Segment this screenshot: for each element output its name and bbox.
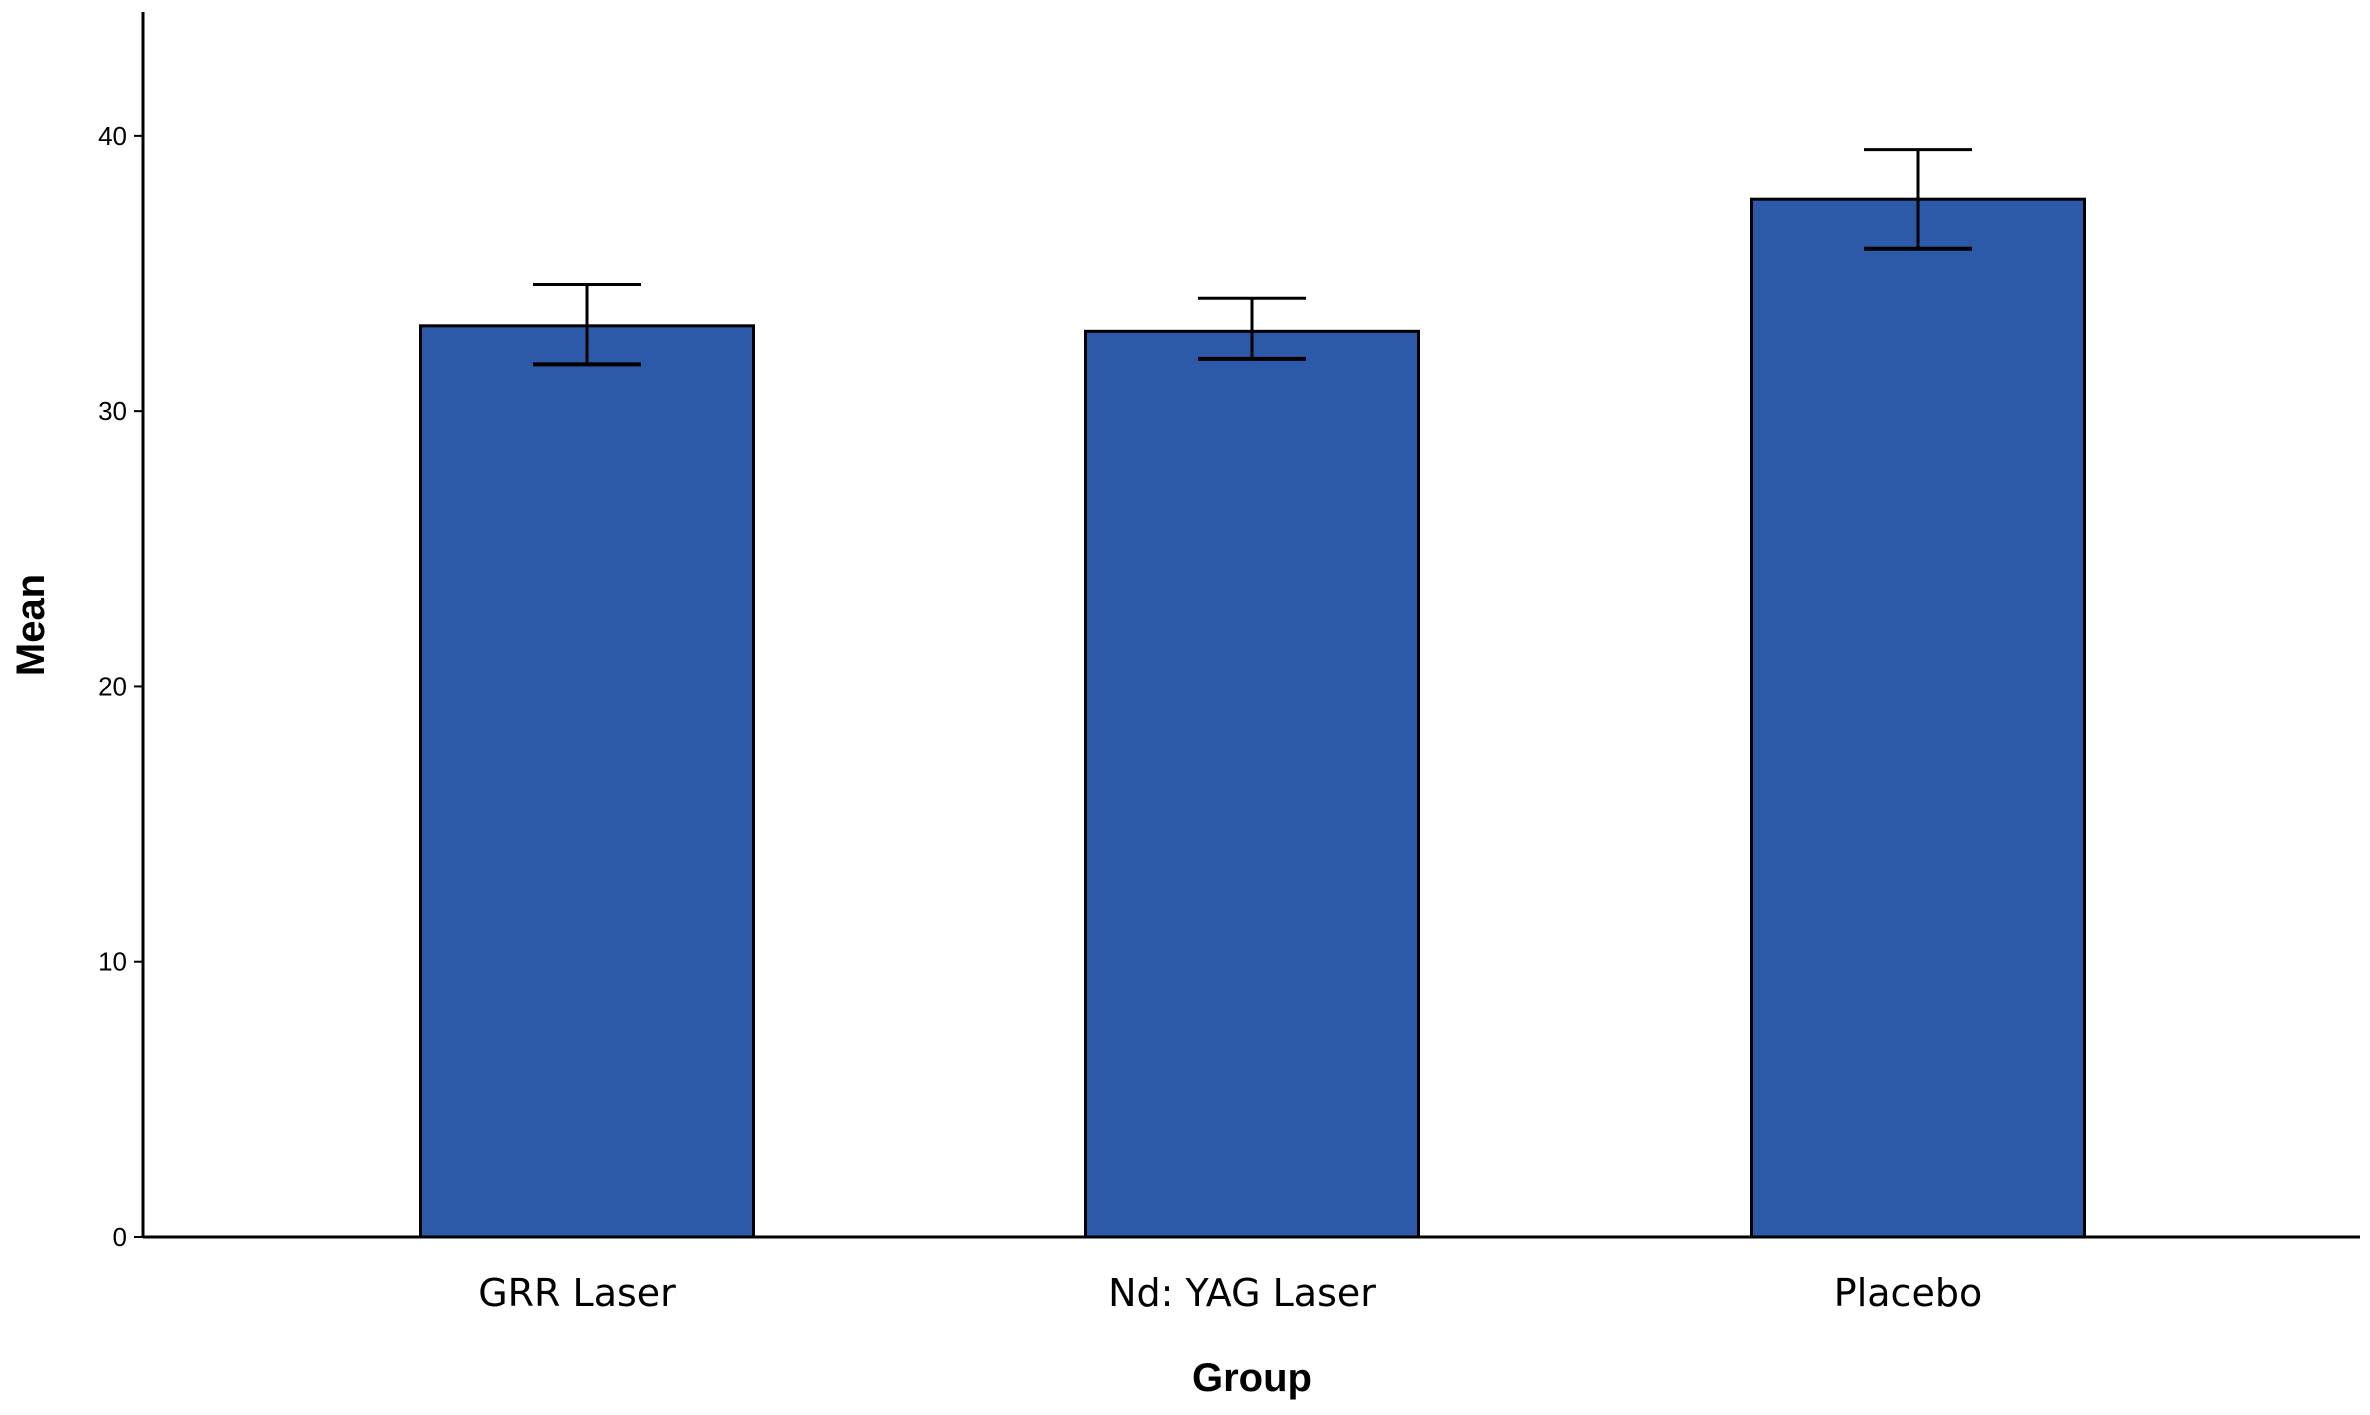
x-tick-label-1: Nd: YAG Laser xyxy=(1108,1271,1376,1315)
error-bar-2 xyxy=(1864,148,1972,251)
axes-layer xyxy=(141,12,2360,1239)
y-axis-title: Mean xyxy=(9,574,53,676)
y-tick-label-2: 20 xyxy=(98,671,127,701)
x-category-labels: GRR Laser Nd: YAG Laser Placebo xyxy=(478,1271,1982,1315)
error-bar-1 xyxy=(1198,296,1306,361)
y-tick-label-1: 10 xyxy=(98,947,127,977)
x-tick-label-0: GRR Laser xyxy=(478,1271,676,1315)
y-tick-label-3: 30 xyxy=(98,396,127,426)
error-bar-0 xyxy=(533,283,641,367)
bar-0 xyxy=(419,324,755,1239)
bar-2 xyxy=(1750,197,2086,1239)
bar-1 xyxy=(1084,329,1420,1239)
y-tick-label-4: 40 xyxy=(98,121,127,151)
x-axis-title: Group xyxy=(1192,1356,1312,1400)
error-bars-layer xyxy=(533,148,1972,367)
y-ticks-layer: 0 10 20 30 40 xyxy=(98,121,143,1252)
x-tick-label-2: Placebo xyxy=(1834,1271,1982,1315)
y-tick-label-0: 0 xyxy=(113,1222,127,1252)
